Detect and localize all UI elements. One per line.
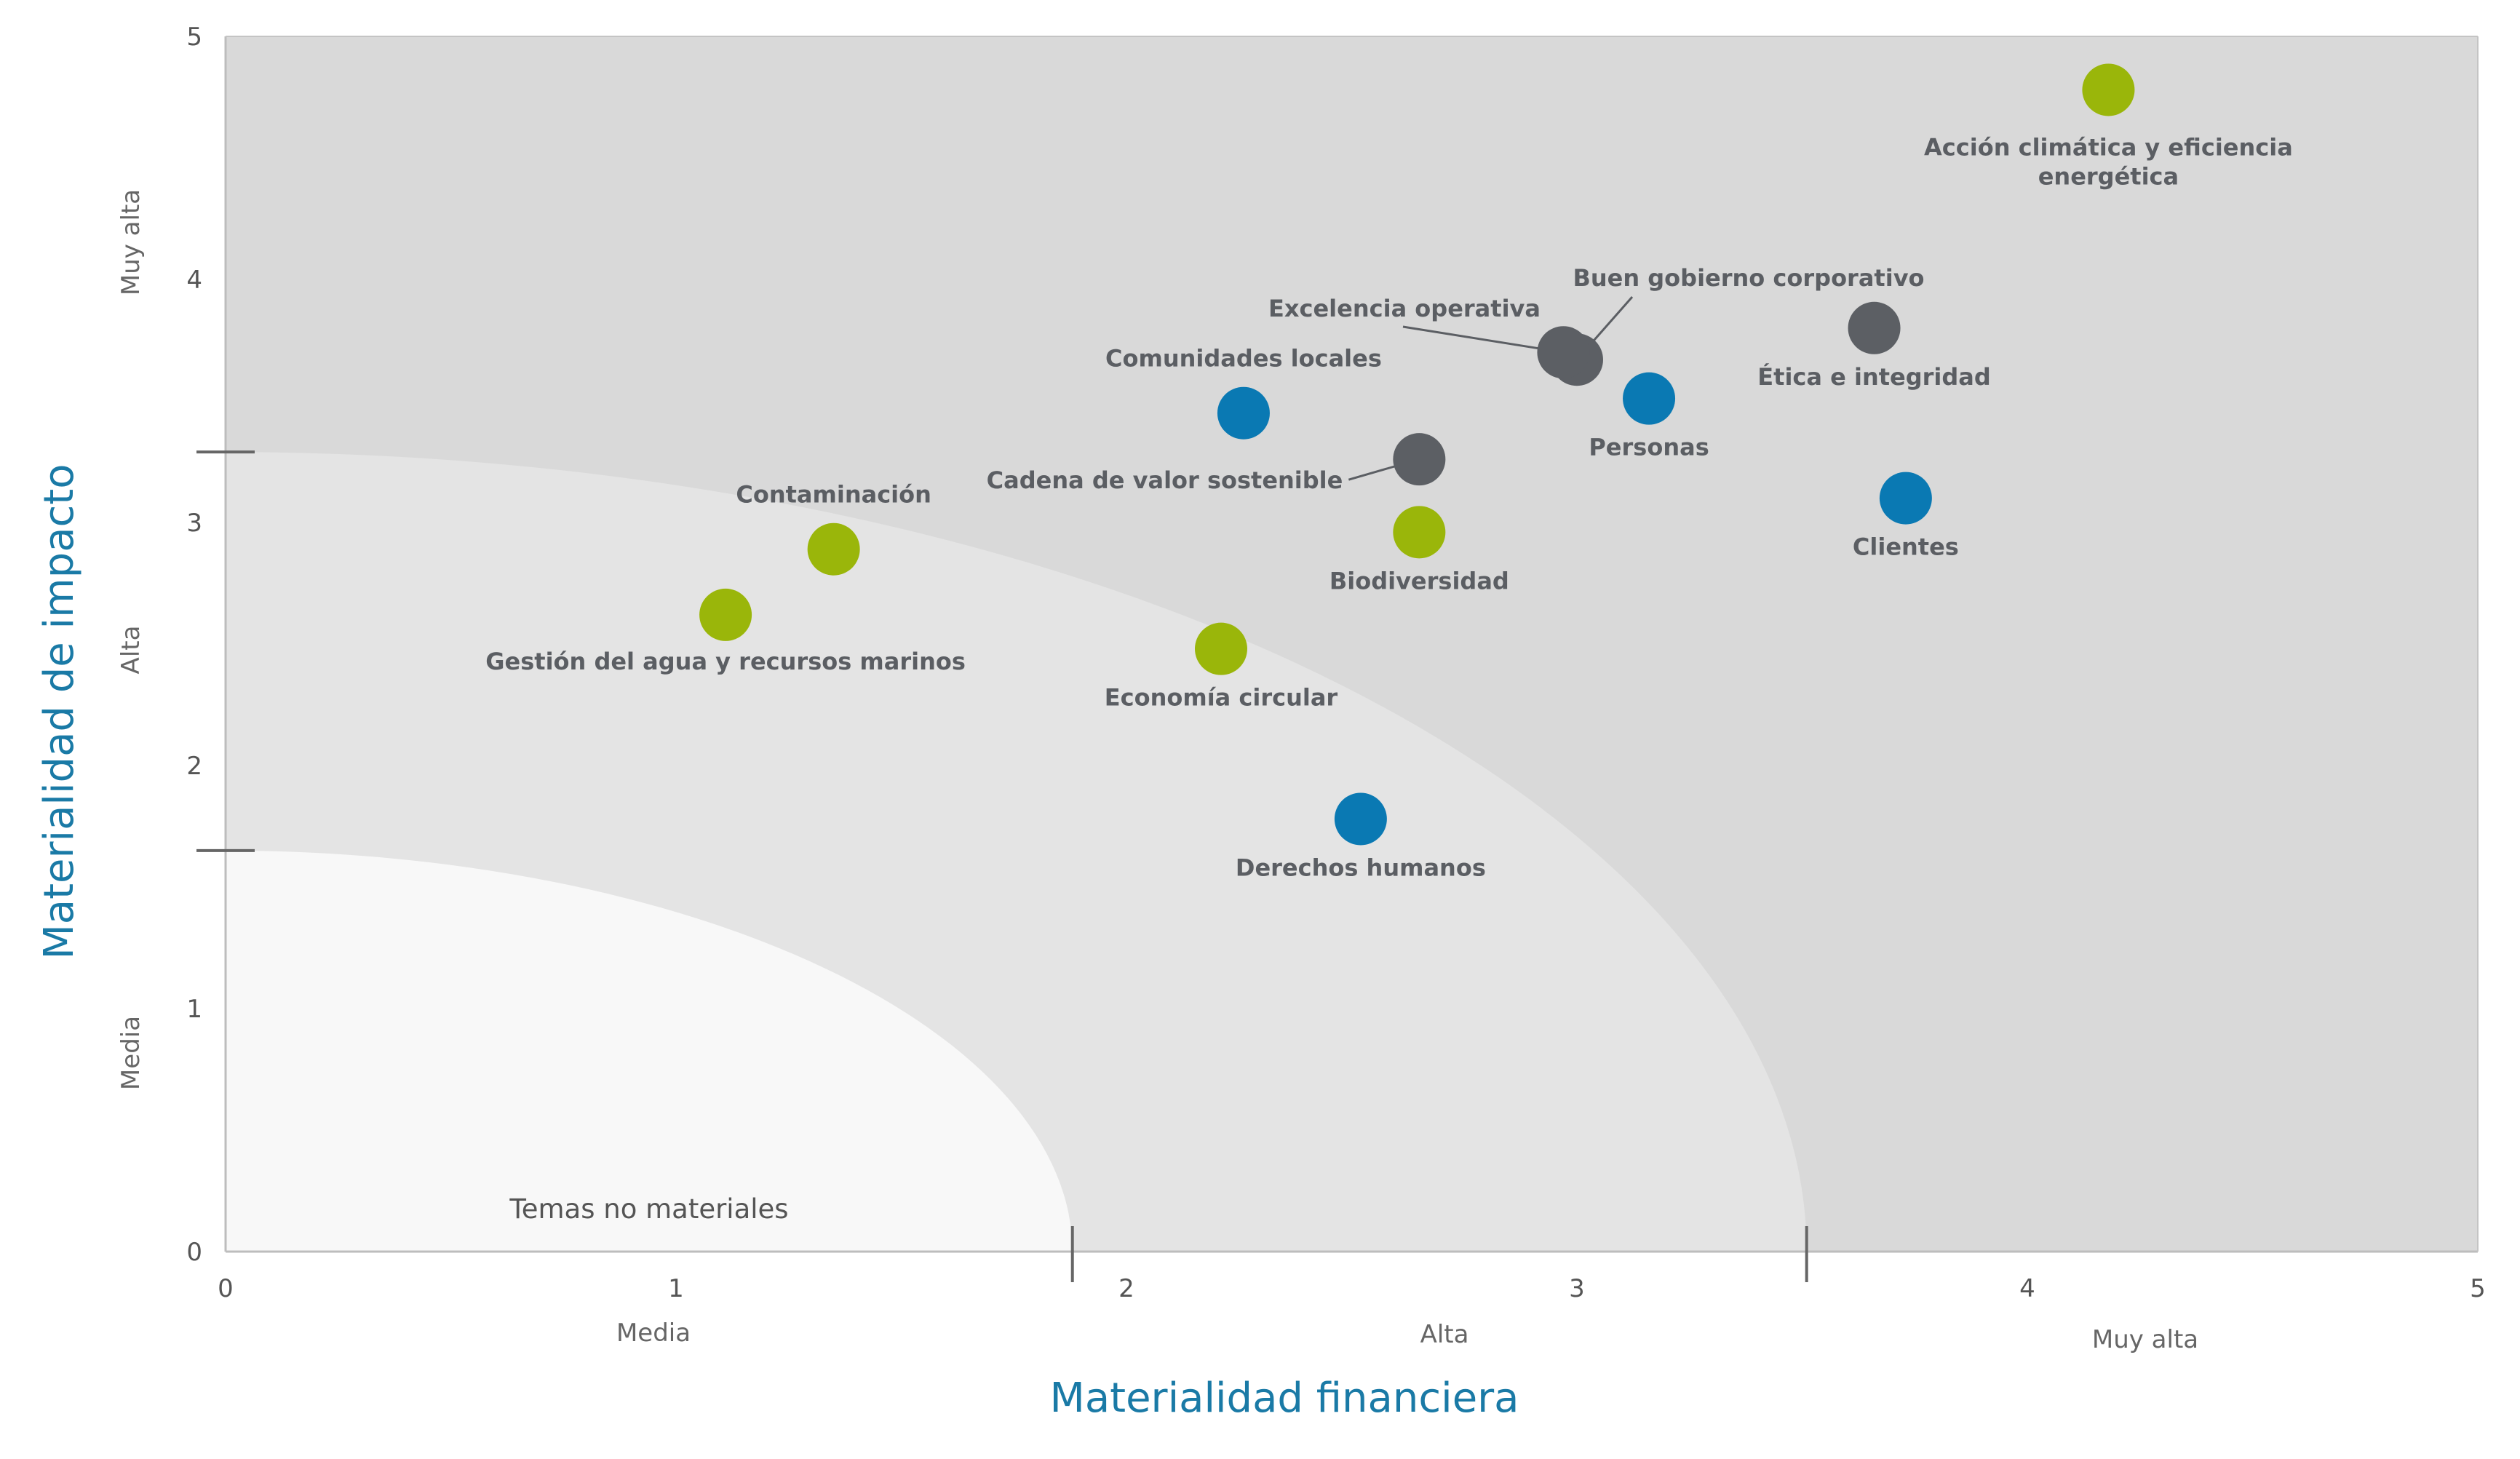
data-point [1393, 506, 1446, 559]
point-label: Comunidades locales [1105, 345, 1382, 373]
point-label: Ética e integridad [1757, 363, 1990, 391]
data-point [1194, 622, 1247, 675]
x-tick-label: 1 [668, 1274, 684, 1303]
y-tick-label: 2 [186, 752, 202, 781]
x-tick-label: 4 [2019, 1274, 2035, 1303]
data-point [1393, 433, 1446, 486]
x-tick-label: 3 [1569, 1274, 1585, 1303]
materiality-zones [226, 36, 2478, 1252]
y-tick-label: 5 [186, 23, 202, 52]
point-label: Clientes [1853, 533, 1959, 561]
y-band-label: Media [116, 1016, 146, 1090]
point-label: Economía circular [1105, 684, 1338, 712]
y-tick-label: 0 [186, 1238, 202, 1267]
y-tick-label: 3 [186, 509, 202, 538]
point-label: Cadena de valor sostenible [987, 466, 1343, 494]
x-tick-label: 0 [218, 1274, 234, 1303]
x-axis-title: Materialidad financiera [1050, 1375, 1519, 1422]
data-point [1217, 386, 1270, 440]
data-point [1879, 472, 1932, 525]
x-band-label: Media [616, 1319, 691, 1348]
point-label: Derechos humanos [1236, 854, 1486, 881]
y-axis-title: Materialidad de impacto [36, 464, 83, 959]
point-label: Buen gobierno corporativo [1573, 264, 1924, 292]
point-label: Acción climática y eficiencia energética [1924, 133, 2293, 190]
band-labels: Media Alta Muy alta Media Alta Muy alta [116, 189, 2198, 1354]
tick-labels: 0 1 2 3 4 5 0 1 2 3 4 5 [186, 23, 2485, 1303]
point-labels: Acción climática y eficiencia energética B… [485, 133, 2293, 881]
y-band-label: Muy alta [116, 189, 146, 295]
leader-line [1402, 325, 1564, 354]
x-band-label: Alta [1420, 1320, 1469, 1349]
data-point [807, 522, 860, 576]
data-point [1537, 326, 1590, 379]
data-point [1623, 372, 1676, 425]
axes [196, 36, 2479, 1282]
x-band-label: Muy alta [2092, 1325, 2198, 1354]
y-tick-label: 1 [186, 995, 202, 1024]
point-label: Personas [1589, 434, 1709, 461]
x-tick-label: 2 [1118, 1274, 1134, 1303]
zone-label: Temas no materiales [509, 1193, 788, 1225]
point-label: Excelencia operativa [1268, 295, 1541, 322]
point-label: Gestión del agua y recursos marinos [485, 648, 966, 675]
point-label: Biodiversidad [1329, 567, 1509, 595]
data-point [1334, 792, 1387, 846]
data-point [2082, 63, 2135, 116]
point-label: Contaminación [736, 481, 931, 509]
y-tick-label: 4 [186, 266, 202, 295]
data-points [699, 63, 2135, 846]
x-tick-label: 5 [2470, 1274, 2486, 1303]
y-band-label: Alta [116, 626, 146, 675]
zone-no-material [226, 850, 1073, 1252]
data-point [1848, 301, 1901, 354]
data-point [699, 588, 752, 641]
